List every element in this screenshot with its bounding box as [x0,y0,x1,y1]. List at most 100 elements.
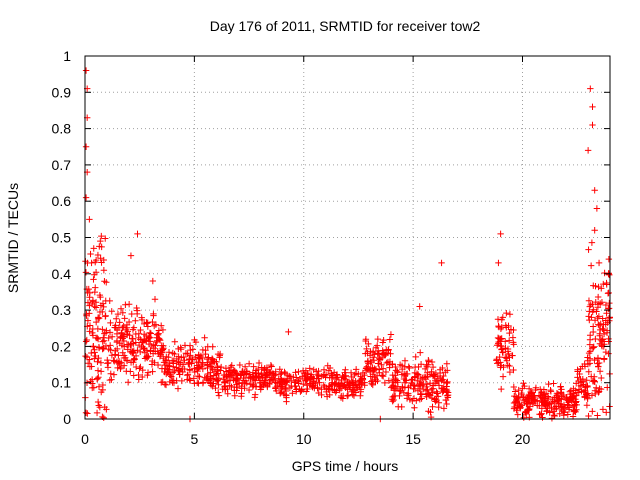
data-point [162,370,170,378]
data-point [412,353,419,361]
data-point [318,373,325,380]
data-point [120,354,128,362]
data-point [511,392,518,400]
y-tick-label: 0 [63,411,71,427]
data-point [391,392,399,400]
data-point [252,383,260,390]
data-point [390,396,397,404]
data-point [198,354,206,362]
data-point [245,360,253,367]
data-point [149,368,156,375]
data-point [604,384,611,391]
data-point [128,335,136,342]
data-point [221,386,229,393]
data-point [262,374,269,381]
y-tick-labels: 0 0.1 0.2 0.3 0.4 0.5 0.6 0.7 0.8 0.9 1 [52,48,72,427]
data-point [556,400,564,408]
data-point [383,359,390,367]
data-point [497,359,504,366]
data-point [231,392,238,399]
data-point [217,363,225,371]
data-point [576,370,583,378]
data-point [316,379,323,386]
data-point [99,300,107,307]
data-point [267,361,275,369]
data-point [588,314,595,321]
data-point [117,305,125,312]
data-point [506,329,513,337]
data-point [603,327,611,334]
data-point [510,405,518,412]
data-point [82,67,90,74]
data-point [596,385,603,392]
data-point [591,387,599,394]
data-point [174,366,182,374]
data-point [496,353,503,361]
data-point [413,397,420,404]
data-point [566,388,574,395]
data-point [369,381,376,389]
data-point [171,338,179,345]
data-point [147,330,155,337]
data-point [411,385,419,393]
data-point [406,364,413,372]
data-point [321,371,329,378]
data-point [392,367,400,374]
data-point [497,230,504,238]
data-point [346,381,354,388]
data-point [595,363,602,370]
data-point [585,246,592,253]
data-point [590,377,598,384]
data-point [425,391,433,398]
data-point [350,392,358,399]
data-point [583,402,591,409]
data-point [338,392,345,400]
data-point [97,237,104,245]
data-point [431,395,439,402]
data-point [194,379,201,387]
data-point [94,251,102,259]
data-point [406,396,414,403]
data-point [163,353,170,361]
data-point [510,339,517,346]
data-point [440,372,447,380]
data-point [150,322,158,330]
y-tick-label: 0.9 [52,84,72,100]
data-point [92,304,100,311]
data-point [308,374,316,381]
data-point [249,369,257,376]
data-point [144,323,152,330]
data-point [558,396,565,403]
data-point [581,387,589,394]
data-point [104,360,111,367]
data-point [191,368,198,376]
data-point [192,353,199,361]
data-point [84,289,91,297]
data-point [523,400,530,408]
data-point [94,358,101,365]
data-point [397,388,404,395]
data-point [97,255,104,262]
data-point [361,382,368,389]
data-point [90,276,97,283]
data-point [120,322,127,330]
data-point [557,389,564,396]
data-point [555,397,562,404]
data-point [589,300,596,308]
data-point [499,373,507,380]
data-point [443,400,450,408]
data-point [92,256,100,264]
data-point [587,262,595,269]
data-point [525,407,532,414]
data-point [298,386,305,393]
data-point [278,381,286,388]
data-point [422,375,430,383]
data-point [428,386,435,394]
data-point [389,371,396,379]
data-point [237,372,244,379]
data-point [145,333,153,341]
data-point [591,378,599,385]
data-point [571,407,579,415]
data-point [286,384,294,392]
data-point [495,259,502,267]
